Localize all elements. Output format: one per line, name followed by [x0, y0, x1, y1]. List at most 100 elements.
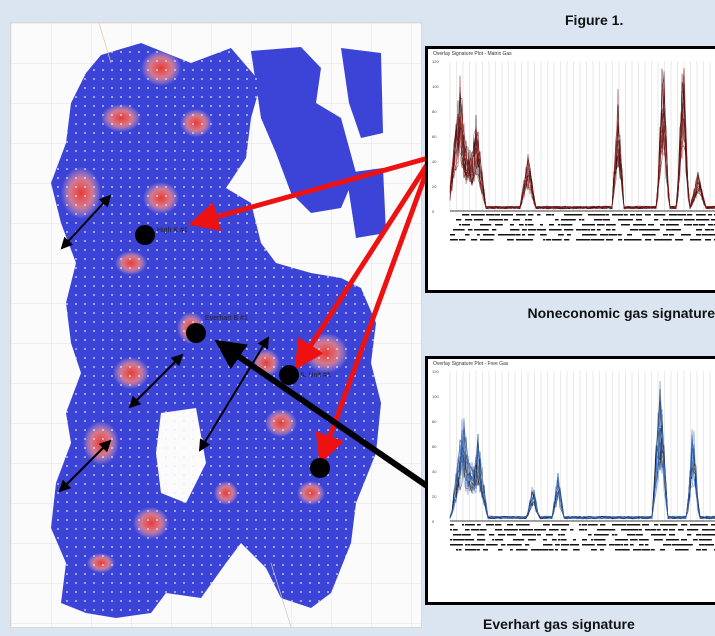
- log-track-bar: [606, 529, 612, 531]
- log-track-bar: [684, 524, 688, 526]
- log-track-bar: [678, 549, 685, 551]
- signature-trace: [449, 88, 715, 210]
- log-track-bar: [579, 529, 585, 531]
- log-track-bar: [486, 544, 493, 546]
- log-track-bar: [687, 234, 690, 236]
- log-track-bar: [564, 549, 568, 551]
- log-track-bar: [618, 214, 624, 216]
- log-track-bar: [699, 229, 703, 231]
- signature-trace: [449, 89, 715, 210]
- log-track-bar: [630, 544, 634, 546]
- log-track-bar: [660, 239, 666, 241]
- log-track-bar: [624, 549, 630, 551]
- log-track-bar: [639, 529, 642, 531]
- log-track-bar: [501, 544, 506, 546]
- log-track-bar: [615, 234, 618, 236]
- log-track-bar: [561, 539, 565, 541]
- log-track-bar: [471, 214, 478, 216]
- log-track-bar: [639, 229, 644, 231]
- log-track-bar: [528, 534, 535, 536]
- y-tick-label: 0: [432, 209, 435, 214]
- log-track-bar: [564, 229, 568, 231]
- y-tick-label: 60: [432, 444, 437, 449]
- log-track-bar: [453, 539, 458, 541]
- log-track-bar: [609, 224, 615, 226]
- log-track-bar: [495, 539, 500, 541]
- log-track-bar: [681, 214, 687, 216]
- log-track-bar: [537, 214, 541, 216]
- log-track-bar: [675, 239, 680, 241]
- log-track-bar: [675, 219, 679, 221]
- log-track-bar: [660, 224, 665, 226]
- log-track-bar: [699, 224, 705, 226]
- log-track-bar: [450, 239, 454, 241]
- log-track-bar: [591, 539, 594, 541]
- log-track-bar: [552, 229, 557, 231]
- log-track-bar: [588, 229, 591, 231]
- log-track-bar: [708, 544, 713, 546]
- log-track-bar: [678, 219, 683, 221]
- log-track-bar: [477, 539, 483, 541]
- log-track-bar: [459, 224, 462, 226]
- log-track-bar: [465, 534, 471, 536]
- log-track-bar: [489, 214, 493, 216]
- log-track-bar: [600, 529, 604, 531]
- log-track-bar: [471, 549, 477, 551]
- log-track-bar: [600, 549, 604, 551]
- log-track-bar: [612, 534, 615, 536]
- log-track-bar: [531, 539, 536, 541]
- signature-trace: [449, 380, 715, 520]
- signature-trace: [449, 68, 715, 210]
- log-track-bar: [681, 544, 685, 546]
- log-track-bar: [465, 529, 470, 531]
- log-track-bar: [504, 529, 511, 531]
- log-track-bar: [483, 229, 489, 231]
- log-track-bar: [618, 219, 622, 221]
- log-track-bar: [693, 539, 698, 541]
- signature-trace: [449, 425, 715, 520]
- log-track-bar: [480, 539, 486, 541]
- log-track-bar: [585, 229, 588, 231]
- log-track-bar: [549, 224, 554, 226]
- log-track-bar: [633, 529, 639, 531]
- log-track-bar: [606, 214, 609, 216]
- log-track-bar: [543, 229, 546, 231]
- signature-trace: [449, 70, 715, 210]
- log-track-bar: [489, 234, 495, 236]
- log-track-bar: [642, 549, 648, 551]
- reservoir-block-northeast: [341, 48, 383, 138]
- log-track-bar: [486, 234, 492, 236]
- log-track-bar: [495, 214, 501, 216]
- log-track-bar: [708, 234, 714, 236]
- log-track-bar: [498, 224, 503, 226]
- log-track-bar: [507, 239, 513, 241]
- log-track-bar: [480, 239, 485, 241]
- log-track-bar: [633, 549, 640, 551]
- log-track-bar: [660, 524, 664, 526]
- log-track-bar: [618, 539, 624, 541]
- y-tick-label: 20: [432, 184, 437, 189]
- log-track-bar: [696, 239, 700, 241]
- log-track-bar: [642, 524, 648, 526]
- log-track-bar: [690, 524, 693, 526]
- log-track-bar: [645, 214, 649, 216]
- log-track-bar: [480, 534, 485, 536]
- log-track-bar: [486, 224, 492, 226]
- log-track-bar: [651, 549, 655, 551]
- log-track-bar: [558, 224, 561, 226]
- log-track-bar: [471, 544, 478, 546]
- log-track-bar: [579, 219, 582, 221]
- log-track-bar: [507, 524, 511, 526]
- signature-trace: [449, 409, 715, 520]
- log-track-bar: [555, 544, 560, 546]
- log-track-bar: [531, 214, 534, 216]
- log-track-bar: [468, 219, 473, 221]
- log-track-bar: [681, 524, 685, 526]
- log-track-bar: [651, 234, 656, 236]
- log-track-bar: [519, 529, 525, 531]
- matrix-gas-signature-chart: 120 100 80 60 40 20 0: [432, 59, 715, 241]
- log-track-bar: [522, 214, 526, 216]
- log-track-bar: [465, 214, 470, 216]
- log-track-bar: [576, 239, 581, 241]
- log-track-bar: [558, 524, 562, 526]
